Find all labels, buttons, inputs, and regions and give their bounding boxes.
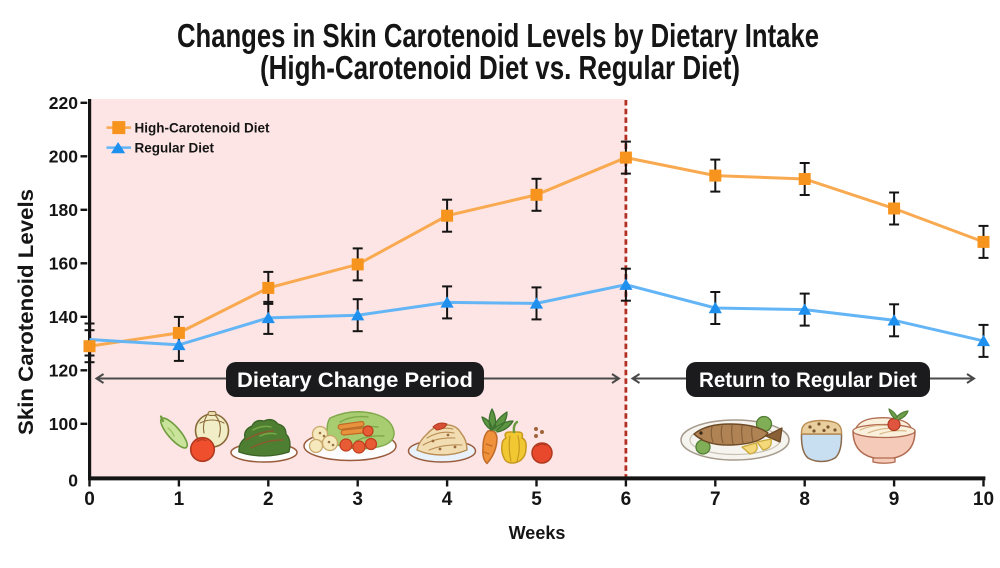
svg-text:8: 8 [799,489,810,510]
svg-text:6: 6 [621,489,632,510]
svg-text:Regular Diet: Regular Diet [135,141,215,156]
svg-text:220: 220 [49,93,78,113]
svg-text:3: 3 [352,489,363,510]
svg-text:Weeks: Weeks [509,523,566,543]
svg-text:160: 160 [49,253,78,273]
svg-text:100: 100 [49,414,78,434]
svg-text:200: 200 [49,146,78,166]
svg-text:0: 0 [68,471,78,491]
svg-text:Changes in Skin Carotenoid Lev: Changes in Skin Carotenoid Levels by Die… [177,17,819,54]
svg-text:180: 180 [49,200,78,220]
svg-text:0: 0 [84,489,95,510]
svg-text:(High-Carotenoid Diet vs. Regu: (High-Carotenoid Diet vs. Regular Diet) [260,49,740,86]
svg-text:10: 10 [973,489,994,510]
svg-text:Return to Regular Diet: Return to Regular Diet [699,369,917,392]
svg-text:120: 120 [49,360,78,380]
svg-text:140: 140 [49,307,78,327]
svg-text:1: 1 [174,489,185,510]
svg-text:9: 9 [889,489,900,510]
svg-text:5: 5 [531,489,542,510]
svg-text:4: 4 [442,489,453,510]
svg-text:Dietary Change Period: Dietary Change Period [237,369,473,392]
svg-text:Skin Carotenoid Levels: Skin Carotenoid Levels [15,189,38,435]
svg-text:2: 2 [263,489,274,510]
svg-text:7: 7 [710,489,721,510]
svg-text:High-Carotenoid Diet: High-Carotenoid Diet [135,121,270,136]
